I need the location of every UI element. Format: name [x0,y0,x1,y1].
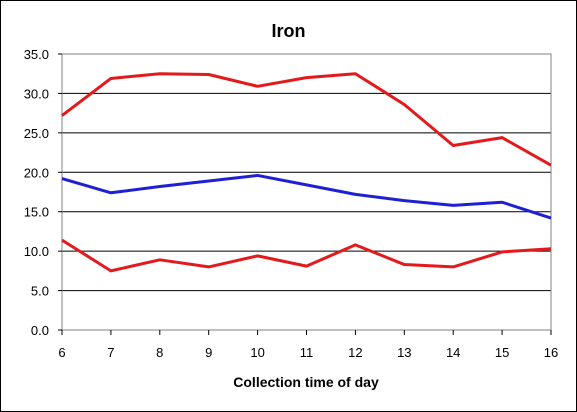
gridlines [62,53,551,331]
x-tick-label: 10 [250,345,264,360]
y-tick-label: 35.0 [24,47,49,62]
x-axis-label: Collection time of day [233,374,379,390]
x-tick-label: 7 [107,345,114,360]
x-tick-label: 16 [544,345,558,360]
y-tick-label: 20.0 [24,165,49,180]
chart-title: Iron [272,21,306,41]
y-tick-label: 0.0 [31,323,49,338]
x-tick-label: 6 [58,345,65,360]
series-line-3 [61,238,552,273]
series-group [61,72,552,273]
y-axis-ticks: 0.0 5.0 10.0 15.0 20.0 25.0 30.0 35.0 [24,47,62,338]
y-tick-label: 25.0 [24,126,49,141]
x-tick-label: 8 [156,345,163,360]
x-tick-label: 12 [348,345,362,360]
y-tick-label: 5.0 [31,284,49,299]
series-line-1 [61,72,552,167]
x-tick-label: 9 [205,345,212,360]
y-tick-label: 15.0 [24,205,49,220]
x-tick-label: 13 [397,345,411,360]
x-tick-label: 14 [446,345,460,360]
plot-area [61,53,552,331]
y-tick-label: 10.0 [24,244,49,259]
x-axis-ticks: 6 7 8 9 10 11 12 13 14 15 16 [58,330,558,360]
series-line-2 [61,173,552,220]
x-tick-label: 11 [300,345,314,360]
x-tick-label: 15 [495,345,509,360]
y-tick-label: 30.0 [24,86,49,101]
